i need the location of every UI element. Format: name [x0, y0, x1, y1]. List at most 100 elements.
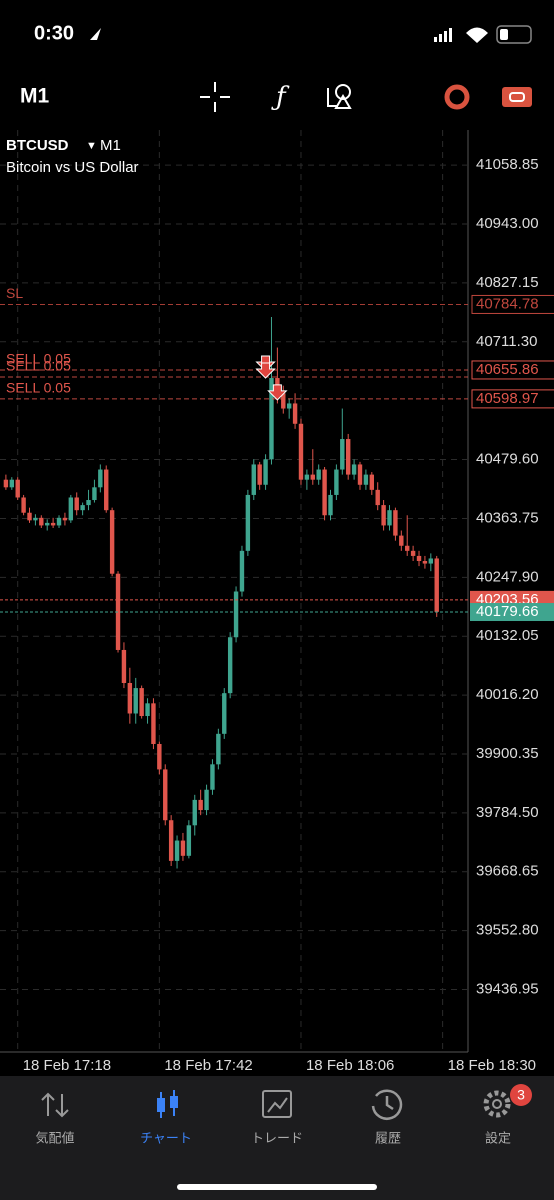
tab-label[interactable]: 履歴	[375, 1130, 401, 1145]
price-tag	[471, 294, 554, 314]
candle-body	[222, 693, 227, 734]
candle-body	[416, 555, 422, 562]
candle-body	[115, 573, 121, 650]
badge-count: 3	[517, 1087, 525, 1103]
candle-body	[216, 733, 221, 765]
candle-body	[39, 517, 44, 526]
candle-body	[168, 820, 174, 861]
sell-arrow	[267, 384, 288, 401]
price-tag-text: 40655.86	[476, 361, 539, 378]
candle-body	[204, 789, 209, 811]
candle-body	[310, 474, 315, 480]
candle-body	[104, 469, 109, 511]
candle-body	[369, 474, 375, 490]
settings-icon-center	[492, 1099, 502, 1109]
candle-body	[381, 505, 386, 526]
candle-body	[139, 688, 144, 717]
y-tick-label: 39900.35	[476, 745, 539, 762]
candle-body	[334, 469, 339, 495]
candle-body	[92, 487, 97, 501]
chart-icon	[157, 1090, 178, 1118]
candle-body	[257, 464, 262, 485]
candle-body	[245, 494, 251, 551]
tab-label[interactable]: 気配値	[35, 1130, 74, 1145]
battery-level	[500, 29, 508, 40]
candle-body	[351, 464, 357, 475]
symbol-description: Bitcoin vs US Dollar	[6, 159, 139, 176]
candle-body	[251, 464, 256, 495]
y-tick-label: 40711.30	[476, 333, 537, 350]
candle-body	[151, 703, 156, 744]
candle-body	[163, 769, 168, 821]
candle-body	[405, 545, 410, 551]
price-tag-text: 40598.97	[476, 390, 539, 407]
symbol[interactable]: BTCUSD	[6, 137, 69, 154]
candle-body	[21, 497, 26, 513]
price-tag	[470, 603, 554, 622]
candle-body	[86, 500, 91, 506]
tab-label[interactable]: トレード	[251, 1130, 303, 1145]
candle-body	[3, 479, 9, 488]
order-label: SELL 0.05	[6, 380, 71, 396]
wifi-icon	[466, 27, 488, 43]
y-tick-label: 39668.65	[476, 863, 539, 880]
candle-body	[328, 494, 333, 516]
account-button[interactable]	[444, 84, 470, 110]
candle-body	[62, 517, 68, 521]
candle-body	[410, 550, 416, 556]
price-tag-text: 40784.78	[476, 295, 539, 312]
candle-body	[45, 522, 50, 526]
candle-body	[387, 510, 392, 526]
candle-body	[316, 469, 321, 480]
y-tick-label: 40132.05	[476, 627, 539, 644]
candle-body	[281, 393, 286, 409]
tab-label[interactable]: 設定	[485, 1130, 511, 1145]
home-indicator	[177, 1184, 377, 1190]
candle-body	[227, 637, 233, 694]
chart-timeframe: M1	[100, 137, 121, 154]
x-tick-label: 18 Feb 18:06	[306, 1057, 394, 1074]
candle-body	[210, 764, 215, 790]
y-tick-label: 40016.20	[476, 686, 539, 703]
candle-body	[375, 489, 380, 506]
tab-label[interactable]: チャート	[140, 1130, 192, 1145]
candle-body	[174, 840, 180, 861]
crosshair-button[interactable]	[200, 82, 230, 112]
candle-body	[50, 522, 56, 526]
candle-body	[422, 561, 428, 564]
x-tick-label: 18 Feb 18:30	[448, 1057, 536, 1074]
order-label: SL	[6, 285, 23, 301]
candle-body	[56, 517, 62, 526]
timeframe-button[interactable]: M1	[20, 85, 49, 108]
candle-body	[192, 799, 197, 826]
sell-arrow	[255, 362, 276, 379]
trade-icon	[262, 1090, 292, 1118]
y-tick-label: 39784.50	[476, 804, 539, 821]
tabs: 気配値 チャート トレード 履歴 設定	[35, 1130, 511, 1145]
y-tick-label: 40479.60	[476, 451, 539, 468]
trade-button[interactable]	[502, 87, 532, 107]
y-tick-label: 40247.90	[476, 568, 539, 585]
candle-body	[33, 517, 38, 521]
candle-body	[157, 743, 162, 770]
candle-body	[292, 403, 298, 424]
candle-body	[27, 512, 32, 521]
candle-body	[298, 423, 304, 480]
indicator-button[interactable]: ƒ	[271, 82, 290, 112]
trade-icon	[509, 92, 525, 102]
objects-button[interactable]	[327, 84, 352, 109]
candle-body	[145, 703, 150, 717]
candle-body	[363, 474, 369, 485]
chart: 41058.85 40943.00 40827.15 40711.30 40479.60…	[0, 130, 554, 1074]
price-tag-text: 40179.66	[476, 603, 539, 620]
x-tick-label: 18 Feb 17:18	[23, 1057, 111, 1074]
symbol-dropdown[interactable]: ▼	[86, 140, 97, 152]
candle-body	[133, 688, 138, 714]
y-tick-label: 40363.75	[476, 509, 539, 526]
candle-body	[9, 479, 15, 488]
price-tag	[471, 360, 554, 380]
candle-body	[345, 439, 351, 475]
candle-body	[233, 591, 239, 638]
candle-body	[340, 439, 345, 470]
